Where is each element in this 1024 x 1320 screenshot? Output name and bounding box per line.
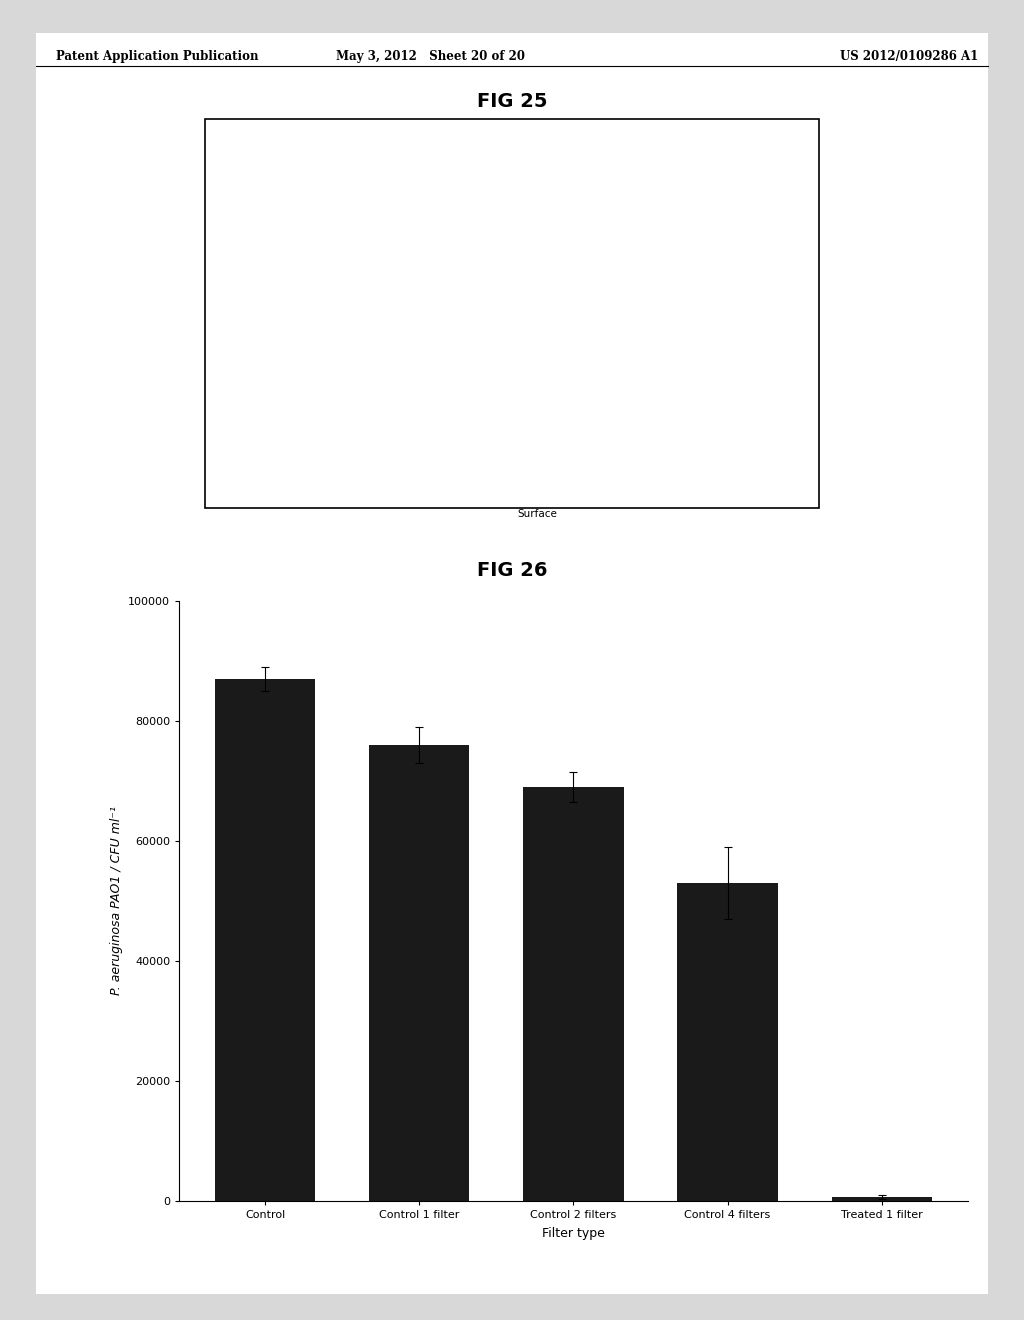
Bar xyxy=(314,338,418,1320)
Text: FIG 25: FIG 25 xyxy=(477,92,547,111)
Bar xyxy=(678,883,777,1201)
Y-axis label: P. aeruginosa PAO1 / CFU ml⁻¹: P. aeruginosa PAO1 / CFU ml⁻¹ xyxy=(110,807,123,995)
Bar xyxy=(215,678,315,1201)
Text: US 2012/0109286 A1: US 2012/0109286 A1 xyxy=(840,50,978,63)
Bar xyxy=(523,787,624,1201)
Text: FIG 26: FIG 26 xyxy=(477,561,547,579)
Bar xyxy=(486,181,589,1320)
Text: May 3, 2012   Sheet 20 of 20: May 3, 2012 Sheet 20 of 20 xyxy=(336,50,524,63)
Bar xyxy=(831,1197,932,1201)
Y-axis label: Viable cell count: Viable cell count xyxy=(251,271,261,356)
Text: Patent Application Publication: Patent Application Publication xyxy=(56,50,259,63)
Bar xyxy=(657,470,761,1320)
Bar xyxy=(370,744,469,1201)
X-axis label: Filter type: Filter type xyxy=(542,1228,605,1241)
